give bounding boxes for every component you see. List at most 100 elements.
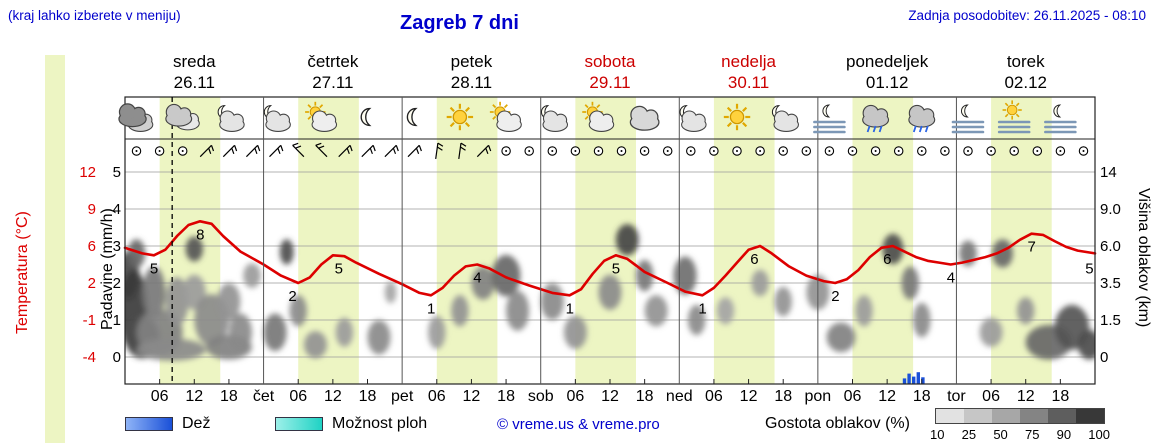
wind-barb-icon <box>269 144 284 158</box>
day-name: četrtek <box>307 52 359 71</box>
day-abbrev-label: ned <box>666 388 693 405</box>
hour-label: 12 <box>324 388 342 405</box>
daylight-band <box>436 97 498 384</box>
density-tick-label: 10 <box>930 427 945 442</box>
wind-barb-icon <box>315 142 328 158</box>
cloud-height-tick: 14 <box>1100 164 1117 181</box>
svg-text:1: 1 <box>698 300 706 317</box>
cloud-icon <box>908 104 936 128</box>
cloud-icon <box>311 110 338 132</box>
cloud-height-tick: 9.0 <box>1100 201 1121 218</box>
moon-icon <box>406 107 418 127</box>
weather-icon-moon-cloud <box>540 105 569 132</box>
day-date: 02.12 <box>1004 73 1047 92</box>
cloud-icon <box>588 110 615 132</box>
density-tick-label: 50 <box>993 427 1008 442</box>
location-hint: (kraj lahko izberete v meniju) <box>8 8 181 23</box>
precip-tick: 1 <box>113 312 121 329</box>
svg-text:1: 1 <box>566 300 574 317</box>
weather-icon-moon-fog <box>1044 104 1077 134</box>
svg-text:8: 8 <box>196 226 204 243</box>
weather-icon-cloud-drizzle <box>862 104 890 133</box>
cloud-density-ticks: 10 25 50 75 90 100 <box>930 427 1110 442</box>
weather-icon-sun <box>723 103 751 131</box>
cloud-density-scale <box>935 408 1105 424</box>
gridlines <box>125 171 1095 358</box>
sun-icon <box>723 103 751 131</box>
cloud-icon <box>165 103 193 127</box>
temperature-tick: -1 <box>83 312 96 329</box>
wind-barb-icon <box>435 142 444 159</box>
day-date: 29.11 <box>589 73 630 92</box>
weather-icon-moon-cloud <box>263 105 291 132</box>
day-date: 01.12 <box>866 73 909 92</box>
hour-label: 06 <box>151 388 169 405</box>
wind-barb-icon <box>407 144 422 158</box>
wind-barb-icon <box>476 144 492 158</box>
precip-tick: 0 <box>113 349 121 366</box>
fog-icon <box>997 120 1031 134</box>
cloud-height-tick: 0 <box>1100 349 1108 366</box>
daylight-band <box>713 97 775 384</box>
hour-label: 12 <box>1017 388 1035 405</box>
weather-icons <box>118 100 1077 134</box>
weather-icon-clouds <box>165 103 200 131</box>
x-axis-ticks <box>159 379 1061 384</box>
svg-text:1: 1 <box>427 300 435 317</box>
hour-label: 18 <box>913 388 931 405</box>
hour-label: 18 <box>1051 388 1069 405</box>
day-date: 30.11 <box>728 73 769 92</box>
wind-barb-icon <box>245 144 261 158</box>
day-abbrev-label: tor <box>947 388 966 405</box>
day-abbrev-label: sob <box>528 388 554 405</box>
hour-label: 06 <box>982 388 1000 405</box>
day-abbrev-label: čet <box>253 388 275 405</box>
weather-icon-moon-cloud <box>217 105 245 132</box>
svg-text:5: 5 <box>1085 260 1093 277</box>
fog-icon <box>1044 120 1077 134</box>
svg-text:4: 4 <box>473 270 481 287</box>
moon-icon <box>960 104 969 118</box>
day-name: sreda <box>173 52 216 71</box>
weather-icon-moon <box>406 107 418 127</box>
precip-tick: 3 <box>113 238 121 255</box>
moon-icon <box>1053 104 1062 118</box>
cloud-icon <box>265 110 291 132</box>
density-tick-label: 25 <box>961 427 977 442</box>
weather-icon-cloud <box>629 105 660 131</box>
last-updated-text: Zadnja posodobitev: 26.11.2025 - 08:10 <box>908 8 1146 23</box>
hour-label: 18 <box>220 388 238 405</box>
day-date: 28.11 <box>451 73 492 92</box>
rain-bars <box>902 372 925 384</box>
temperature-tick: 6 <box>88 238 96 255</box>
weather-icon-sun <box>446 103 474 131</box>
weather-icon-sun-cloud <box>489 101 522 132</box>
density-segment <box>992 409 1020 423</box>
day-abbrev-label: pet <box>391 388 414 405</box>
weather-icon-moon-cloud <box>679 105 707 132</box>
svg-text:2: 2 <box>288 288 296 305</box>
daylight-band <box>852 97 914 384</box>
day-date: 27.11 <box>312 73 353 92</box>
day-name: ponedeljek <box>846 52 929 71</box>
weather-icon-cloud-drizzle <box>908 104 936 133</box>
weather-icon-sun-fog <box>997 100 1031 134</box>
hour-label: 12 <box>740 388 758 405</box>
svg-text:4: 4 <box>947 270 955 287</box>
cloud-icon <box>219 110 245 132</box>
cloud-cover-blobs <box>125 224 1095 361</box>
copyright-link[interactable]: © vreme.us & vreme.pro <box>497 416 660 433</box>
wind-symbols <box>131 142 1089 159</box>
wind-barb-icon <box>384 144 399 158</box>
hour-label: 12 <box>185 388 203 405</box>
wind-barb-icon <box>458 142 467 159</box>
weather-icon-moon-fog <box>951 104 985 134</box>
weather-icon-cloud-dark <box>118 103 154 132</box>
cloud-icon <box>681 110 707 132</box>
temperature-curve <box>123 220 1097 297</box>
day-abbrev-label: pon <box>805 388 832 405</box>
svg-text:6: 6 <box>750 251 758 268</box>
